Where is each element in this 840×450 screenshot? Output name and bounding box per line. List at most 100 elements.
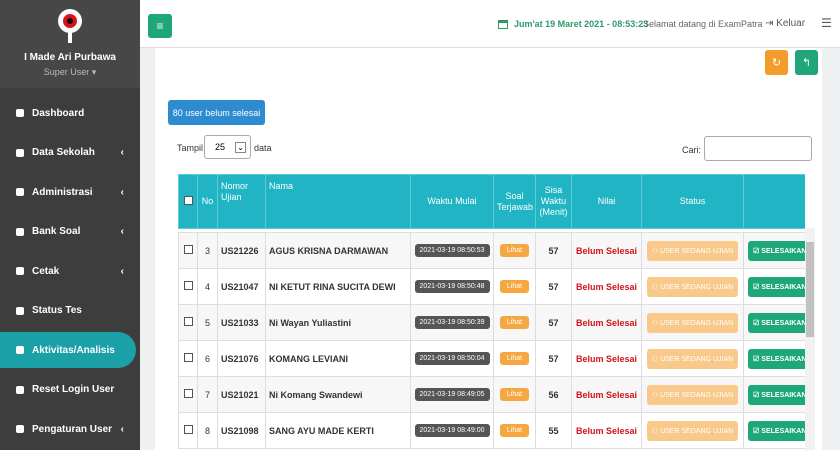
menu-label[interactable]: Bank Soal [32,226,81,237]
status-text[interactable]: USER SEDANG UJIAN [660,247,734,255]
options-icon[interactable]: ☰ [821,16,832,30]
calendar-icon [498,20,508,29]
column-header[interactable]: Nama [265,174,411,229]
logout-text[interactable]: Keluar [776,18,806,29]
scroll-thumb[interactable] [806,242,814,337]
column-header[interactable]: No [197,174,218,229]
status-button[interactable]: ⚇ USER SEDANG UJIAN [646,312,739,333]
checkbox[interactable] [183,389,193,398]
view-button[interactable]: Lihat [499,388,530,401]
menu-label[interactable]: Aktivitas/Analisis [32,344,115,356]
status-icon: ⚇ [651,247,659,255]
column-header[interactable]: Nomor Ujian [217,174,266,229]
panel: ↻ ↰ 80 user belum selesai Tampil 25 ⌄ dat… [155,48,822,450]
menu-label[interactable]: Dashboard [32,107,85,119]
page-size[interactable]: 25 [215,142,226,152]
finish-icon: ☑ [753,247,760,255]
menu-item[interactable]: Data Sekolah ‹ [0,135,140,171]
back-button[interactable]: ↰ [795,50,818,75]
view-button[interactable]: Lihat [499,316,530,329]
start-time-cell: 2021-03-19 08:50:48 [410,268,494,305]
finish-text[interactable]: SELESAIKAN [761,391,805,399]
checkbox-cell [178,376,198,413]
status-cell: ⚇ USER SEDANG UJIAN [641,376,744,413]
status-text[interactable]: USER SEDANG UJIAN [660,391,734,399]
column-header[interactable]: Soal Terjawab [493,174,536,229]
menu-label[interactable]: Administrasi [32,186,93,198]
menu-label[interactable]: Cetak [32,265,60,277]
menu-icon [16,267,24,275]
time-left: 57 [535,268,572,305]
menu-item[interactable]: Dashboard [0,95,140,131]
logout[interactable]: ⇥ Keluar [765,18,806,29]
column-header[interactable]: Nilai [571,174,642,229]
time-left: 57 [535,340,572,377]
search-input[interactable] [704,136,812,161]
status-button[interactable]: ⚇ USER SEDANG UJIAN [646,276,739,297]
page-size-select[interactable]: 25 ⌄ [204,135,251,159]
user-role-wrap[interactable]: Super User ▾ [43,67,97,77]
start-time: 2021-03-19 08:50:48 [414,280,490,293]
exam-number: US21076 [217,340,266,377]
finish-button[interactable]: ☑ SELESAIKAN [748,384,805,405]
view-button[interactable]: Lihat [499,244,530,257]
menu-item[interactable]: Status Tes [0,293,140,329]
scrollbar [805,228,815,450]
menu-item[interactable]: Bank Soal ‹ [0,214,140,250]
data-label: data [254,143,272,153]
finish-text[interactable]: SELESAIKAN [761,283,805,291]
score: Belum Selesai [571,412,642,449]
checkbox[interactable] [183,281,193,290]
status-text[interactable]: USER SEDANG UJIAN [660,355,734,363]
unfinished-badge[interactable]: 80 user belum selesai [168,100,265,125]
finish-button[interactable]: ☑ SELESAIKAN [748,312,805,333]
status-button[interactable]: ⚇ USER SEDANG UJIAN [646,420,739,441]
view-button[interactable]: Lihat [499,424,530,437]
finish-button[interactable]: ☑ SELESAIKAN [748,348,805,369]
finish-button[interactable]: ☑ SELESAIKAN [748,420,805,441]
exam-number: US21033 [217,304,266,341]
menu-icon [16,346,24,354]
status-text[interactable]: USER SEDANG UJIAN [660,319,734,327]
start-time-cell: 2021-03-19 08:50:39 [410,304,494,341]
finish-text[interactable]: SELESAIKAN [761,247,805,255]
menu-icon [16,425,24,433]
finish-button[interactable]: ☑ SELESAIKAN [748,240,805,261]
checkbox[interactable] [183,317,193,326]
menu-label[interactable]: Reset Login User [32,384,115,395]
view-button[interactable]: Lihat [499,352,530,365]
checkbox[interactable] [183,245,193,254]
column-header[interactable]: Status [641,174,744,229]
menu-item[interactable]: Aktivitas/Analisis [0,332,136,368]
finish-text[interactable]: SELESAIKAN [761,319,805,327]
menu-label[interactable]: Data Sekolah [32,147,95,158]
checkbox[interactable] [183,425,193,434]
status-button[interactable]: ⚇ USER SEDANG UJIAN [646,384,739,405]
logo [58,9,82,43]
status-button[interactable]: ⚇ USER SEDANG UJIAN [646,240,739,261]
status-button[interactable]: ⚇ USER SEDANG UJIAN [646,348,739,369]
menu-item[interactable]: Administrasi ‹ [0,174,140,210]
menu-label[interactable]: Status Tes [32,305,82,316]
column-header[interactable]: Sisa Waktu (Menit) [535,174,572,229]
status-text[interactable]: USER SEDANG UJIAN [660,283,734,291]
menu-item[interactable]: Reset Login User [0,372,140,408]
menu-item[interactable]: Pengaturan User ‹ [0,411,140,447]
checkbox-cell [178,340,198,377]
checkbox-cell [178,268,198,305]
finish-text[interactable]: SELESAIKAN [761,427,805,435]
menu-label[interactable]: Pengaturan User [32,423,113,435]
answers-cell: Lihat [493,268,536,305]
checkbox[interactable] [183,195,193,205]
user-role[interactable]: Super User [43,67,90,77]
column-header[interactable]: Waktu Mulai [410,174,494,229]
finish-text[interactable]: SELESAIKAN [761,355,805,363]
refresh-button[interactable]: ↻ [765,50,788,75]
menu-toggle[interactable]: ≡ [148,14,172,38]
finish-button[interactable]: ☑ SELESAIKAN [748,276,805,297]
status-text[interactable]: USER SEDANG UJIAN [660,427,734,435]
status-icon: ⚇ [651,391,659,399]
view-button[interactable]: Lihat [499,280,530,293]
menu-item[interactable]: Cetak ‹ [0,253,140,289]
checkbox[interactable] [183,353,193,362]
